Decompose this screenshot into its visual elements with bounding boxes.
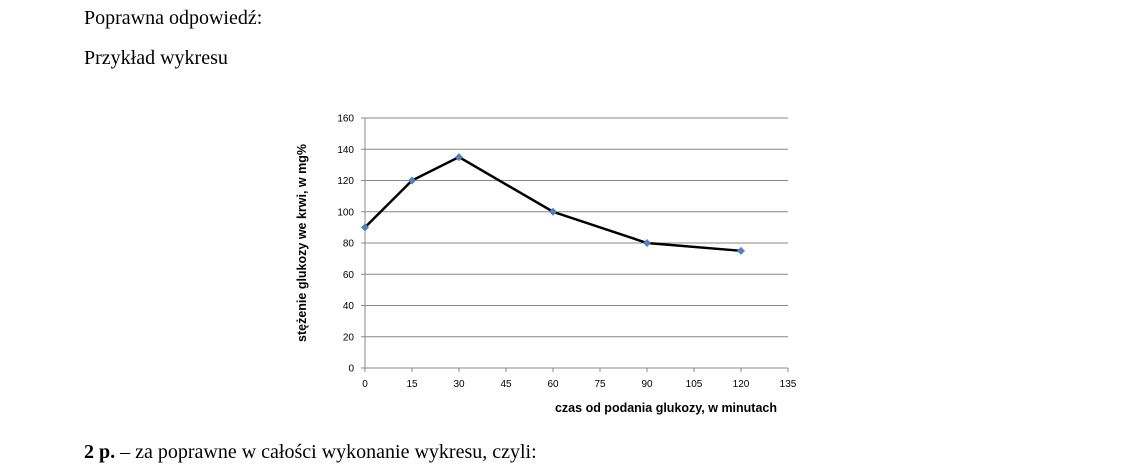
x-tick-label: 90 (641, 379, 653, 390)
data-point (549, 207, 557, 216)
y-tick-label: 60 (343, 270, 355, 281)
footer-text: – za poprawne w całości wykonanie wykres… (119, 441, 537, 463)
intro: Poprawna odpowiedź: (84, 7, 262, 29)
y-tick-label: 100 (337, 207, 354, 218)
y-tick-label: 140 (337, 145, 354, 156)
data-point (361, 223, 369, 232)
y-tick-label: 120 (337, 176, 354, 187)
x-tick-label: 0 (362, 379, 368, 390)
y-axis-label: stężenie glukozy we krwi, w mg% (295, 144, 309, 342)
footer: 2 p. – za poprawne w całości wykonanie w… (84, 441, 537, 463)
data-point (737, 246, 745, 255)
x-tick-label: 30 (453, 379, 465, 390)
data-point (455, 153, 463, 162)
y-tick-label: 20 (343, 332, 355, 343)
x-axis-label: czas od podania glukozy, w minutach (555, 401, 777, 415)
data-point (408, 176, 416, 185)
y-tick-label: 0 (348, 364, 354, 375)
x-tick-label: 45 (500, 379, 512, 390)
x-tick-label: 75 (594, 379, 606, 390)
x-tick-label: 105 (686, 379, 703, 390)
y-tick-label: 160 (337, 114, 354, 125)
x-tick-label: 15 (406, 379, 418, 390)
y-tick-label: 80 (343, 239, 355, 250)
subtitle: Przykład wykresu (84, 47, 228, 69)
footer-bold: 2 p. (84, 441, 115, 463)
data-line (364, 155, 742, 253)
y-tick-label: 40 (343, 301, 355, 312)
x-tick-label: 120 (733, 379, 750, 390)
x-tick-label: 135 (780, 379, 797, 390)
x-tick-label: 60 (547, 379, 559, 390)
data-point (643, 239, 651, 247)
